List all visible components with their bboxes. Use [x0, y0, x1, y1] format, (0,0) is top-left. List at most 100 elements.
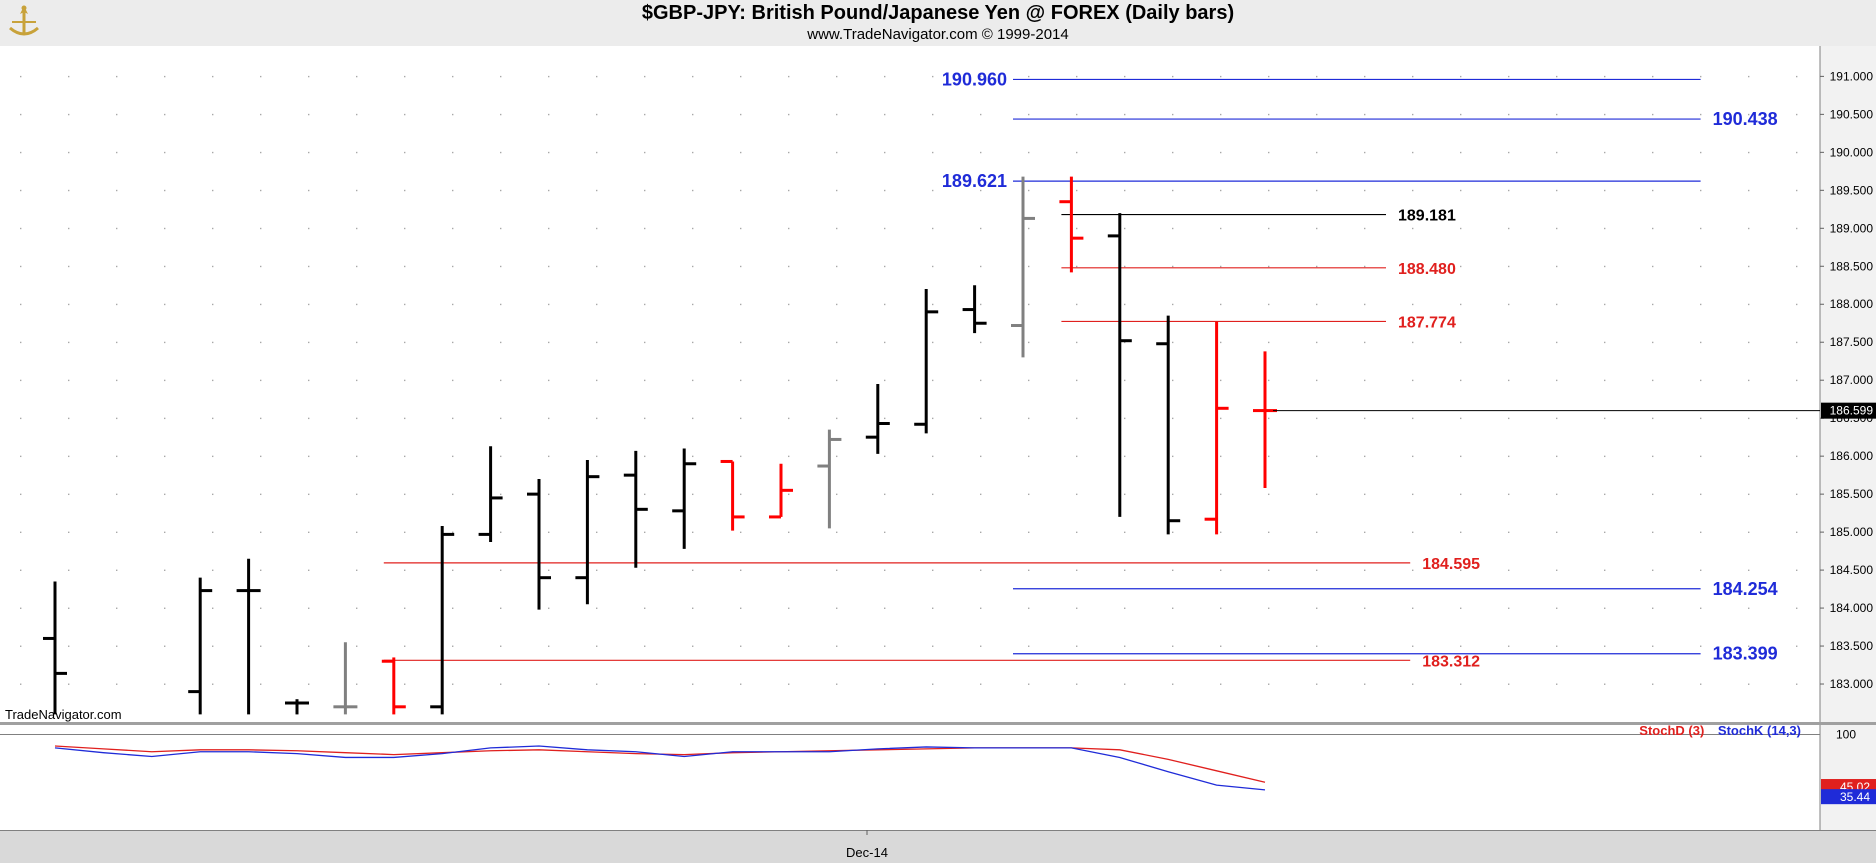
grid-dot — [20, 303, 22, 306]
grid-dot — [644, 569, 646, 571]
y-tick-label: 189.500 — [1830, 183, 1874, 197]
grid-dot — [68, 189, 70, 192]
grid-dot — [1220, 531, 1222, 534]
grid-dot — [644, 455, 646, 458]
grid-dot — [20, 607, 22, 609]
grid-dot — [788, 151, 790, 154]
grid-dot — [308, 151, 310, 154]
grid-dot — [1172, 113, 1174, 116]
grid-dot — [1076, 303, 1078, 306]
grid-dot — [500, 607, 502, 609]
grid-dot — [1508, 265, 1510, 268]
grid-dot — [1652, 493, 1654, 496]
grid-dot — [692, 607, 694, 609]
grid-dot — [1172, 455, 1174, 458]
grid-dot — [788, 455, 790, 458]
grid-dot — [308, 113, 310, 116]
grid-dot — [1508, 569, 1510, 571]
grid-dot — [1028, 265, 1030, 268]
grid-dot — [1028, 151, 1030, 154]
grid-dot — [308, 493, 310, 496]
grid-dot — [692, 683, 694, 685]
grid-dot — [500, 265, 502, 268]
grid-dot — [500, 455, 502, 458]
grid-dot — [1556, 341, 1558, 344]
grid-dot — [1460, 493, 1462, 496]
grid-dot — [596, 265, 598, 268]
grid-dot — [740, 645, 742, 647]
grid-dot — [404, 569, 406, 571]
grid-dot — [644, 607, 646, 609]
grid-dot — [164, 455, 166, 458]
grid-dot — [1700, 683, 1702, 685]
level-label: 187.774 — [1398, 314, 1456, 331]
grid-dot — [452, 341, 454, 344]
grid-dot — [1028, 189, 1030, 192]
grid-dot — [884, 455, 886, 458]
grid-dot — [1316, 493, 1318, 496]
grid-dot — [1172, 189, 1174, 192]
grid-dot — [1316, 531, 1318, 534]
grid-dot — [1556, 151, 1558, 154]
grid-dot — [836, 493, 838, 496]
grid-dot — [1412, 531, 1414, 534]
grid-dot — [788, 607, 790, 609]
grid-dot — [596, 645, 598, 647]
grid-dot — [356, 683, 358, 685]
grid-dot — [884, 645, 886, 647]
grid-dot — [932, 683, 934, 685]
grid-dot — [596, 531, 598, 534]
grid-dot — [788, 569, 790, 571]
grid-dot — [932, 417, 934, 420]
grid-dot — [20, 189, 22, 192]
grid-dot — [1652, 113, 1654, 116]
grid-dot — [164, 189, 166, 192]
grid-dot — [1412, 265, 1414, 268]
grid-dot — [1028, 75, 1030, 78]
grid-dot — [164, 417, 166, 420]
grid-dot — [788, 645, 790, 647]
grid-dot — [1172, 227, 1174, 230]
grid-dot — [1172, 75, 1174, 78]
grid-dot — [980, 455, 982, 458]
grid-dot — [452, 227, 454, 230]
grid-dot — [1364, 379, 1366, 382]
grid-dot — [1796, 455, 1798, 458]
grid-dot — [1076, 683, 1078, 685]
stoch-k-last-box — [1821, 789, 1876, 805]
grid-dot — [884, 189, 886, 192]
grid-dot — [548, 683, 550, 685]
grid-dot — [1268, 379, 1270, 382]
grid-dot — [212, 683, 214, 685]
grid-dot — [1028, 227, 1030, 230]
grid-dot — [500, 303, 502, 306]
grid-dot — [740, 417, 742, 420]
grid-dot — [356, 151, 358, 154]
grid-dot — [1796, 683, 1798, 685]
grid-dot — [212, 607, 214, 609]
grid-dot — [1124, 531, 1126, 534]
grid-dot — [116, 341, 118, 344]
grid-dot — [596, 113, 598, 116]
grid-dot — [1508, 227, 1510, 230]
grid-dot — [1460, 569, 1462, 571]
grid-dot — [788, 75, 790, 78]
grid-dot — [884, 75, 886, 78]
grid-dot — [788, 113, 790, 116]
grid-dot — [1172, 417, 1174, 420]
grid-dot — [932, 455, 934, 458]
grid-dot — [1220, 455, 1222, 458]
grid-dot — [1316, 455, 1318, 458]
grid-dot — [1604, 265, 1606, 268]
grid-dot — [836, 189, 838, 192]
grid-dot — [1268, 75, 1270, 78]
grid-dot — [20, 531, 22, 534]
grid-dot — [1556, 303, 1558, 306]
grid-dot — [884, 417, 886, 420]
grid-dot — [980, 531, 982, 534]
grid-dot — [932, 493, 934, 496]
grid-dot — [836, 75, 838, 78]
grid-dot — [1316, 569, 1318, 571]
grid-dot — [884, 569, 886, 571]
grid-dot — [212, 151, 214, 154]
